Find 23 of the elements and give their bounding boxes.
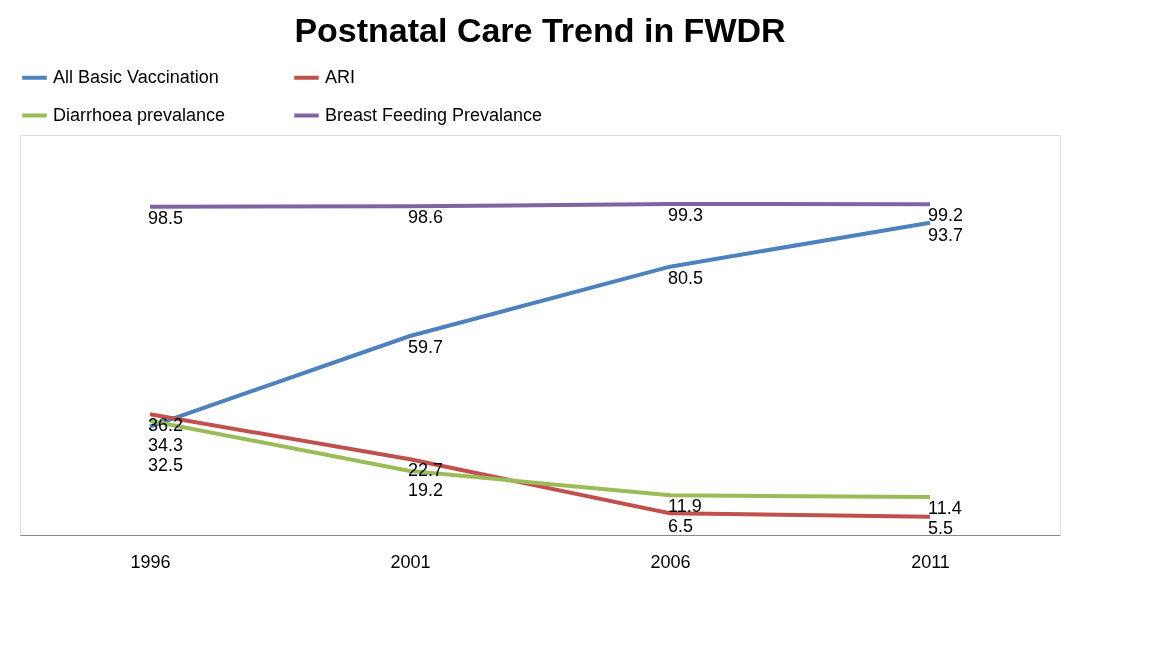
- data-label: 32.5: [148, 455, 184, 476]
- x-tick-label: 2001: [390, 551, 431, 572]
- data-label: 19.2: [408, 480, 444, 501]
- x-tick-label: 1996: [130, 551, 171, 572]
- data-label: 98.6: [408, 207, 444, 228]
- data-label: 11.4: [928, 498, 962, 518]
- x-tick-label: 2006: [650, 551, 691, 572]
- data-label: 99.2: [928, 205, 964, 226]
- legend-label: All Basic Vaccination: [53, 66, 219, 87]
- data-label: 34.3: [148, 435, 184, 456]
- data-label: 80.5: [668, 267, 704, 288]
- data-label: 99.3: [668, 205, 704, 225]
- x-tick-label: 2011: [911, 551, 950, 572]
- data-label: 98.5: [148, 207, 184, 228]
- legend-label: Breast Feeding Prevalance: [325, 104, 543, 125]
- data-label: 5.5: [928, 518, 954, 538]
- data-label: 11.9: [668, 496, 702, 517]
- data-label: 93.7: [928, 225, 964, 246]
- data-label: 6.5: [668, 516, 694, 537]
- data-label: 59.7: [408, 337, 444, 357]
- legend-label: Diarrhoea prevalance: [53, 104, 226, 125]
- legend-label: ARI: [325, 66, 356, 87]
- chart-title: Postnatal Care Trend in FWDR: [294, 11, 786, 49]
